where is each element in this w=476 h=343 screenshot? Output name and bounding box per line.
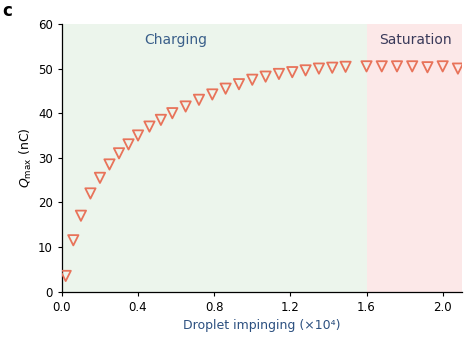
Point [77, 213, 85, 218]
Point [62, 273, 69, 279]
Point [222, 86, 229, 91]
Point [424, 64, 431, 70]
Point [169, 110, 176, 116]
Point [248, 77, 256, 82]
Point [182, 104, 189, 109]
Point [195, 97, 203, 103]
Point [106, 162, 113, 167]
Point [378, 64, 386, 69]
Point [275, 71, 283, 77]
Point [134, 133, 142, 138]
Point [69, 237, 77, 243]
Point [302, 68, 309, 73]
Point [315, 66, 323, 71]
Point [157, 117, 165, 122]
Y-axis label: $Q_{\mathrm{max}}$ (nC): $Q_{\mathrm{max}}$ (nC) [18, 128, 34, 188]
Point [328, 65, 336, 70]
Point [439, 64, 446, 69]
Text: c: c [2, 2, 12, 20]
Point [96, 175, 104, 180]
Point [288, 69, 296, 75]
Bar [62, 24, 367, 292]
Point [408, 64, 416, 69]
Point [363, 64, 370, 69]
X-axis label: Droplet impinging (×10⁴): Droplet impinging (×10⁴) [183, 319, 340, 332]
Point [393, 64, 401, 69]
Point [146, 124, 153, 129]
Bar [367, 24, 462, 292]
Point [262, 74, 269, 79]
Point [115, 151, 123, 156]
Text: Saturation: Saturation [379, 33, 451, 47]
Point [87, 191, 94, 196]
Point [342, 64, 349, 70]
Point [208, 92, 216, 97]
Text: Charging: Charging [145, 33, 208, 47]
Point [454, 66, 462, 71]
Point [125, 142, 132, 147]
Point [235, 81, 243, 87]
